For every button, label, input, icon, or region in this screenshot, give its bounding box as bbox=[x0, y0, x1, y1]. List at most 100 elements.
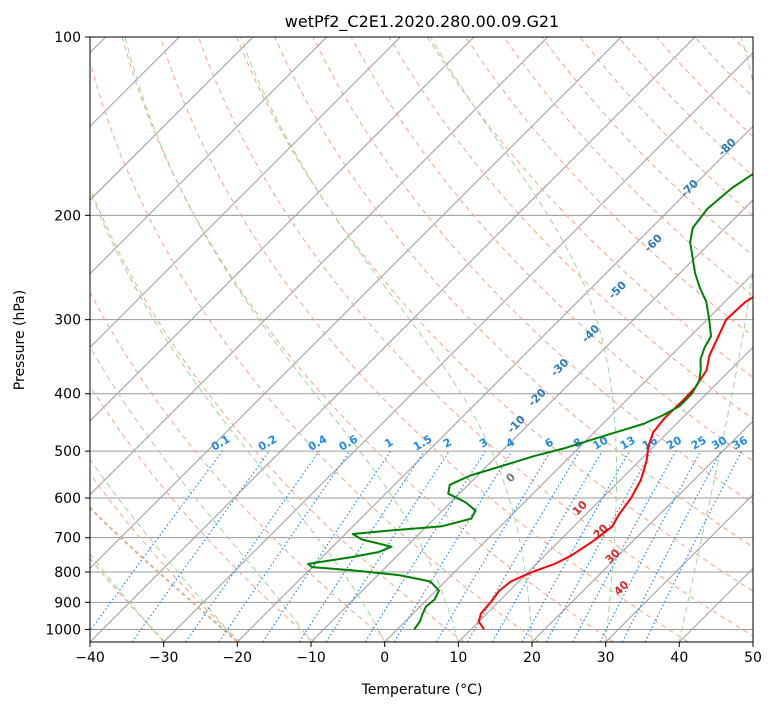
x-tick-label: −20 bbox=[223, 650, 253, 666]
isotherm-line bbox=[90, 37, 475, 422]
y-tick-label: 800 bbox=[54, 565, 81, 581]
isotherm-label: 0 bbox=[503, 470, 518, 485]
dry-adiabat-line bbox=[121, 37, 614, 642]
isotherm-line bbox=[90, 37, 254, 201]
dry-adiabat-line bbox=[465, 37, 753, 337]
isotherm-label: -90 bbox=[753, 90, 775, 113]
dry-adiabat-line bbox=[312, 37, 753, 505]
moist-adiabat-line bbox=[90, 345, 312, 642]
y-axis: 100 200 300 400 500 600 700 800 900 1000 bbox=[45, 30, 90, 638]
dry-adiabat-line bbox=[732, 37, 753, 59]
mixing-ratio-line bbox=[545, 450, 653, 642]
dry-adiabat-line bbox=[655, 37, 753, 138]
dry-adiabat-line bbox=[90, 384, 316, 642]
x-tick-label: −10 bbox=[296, 650, 326, 666]
mixing-ratio-line bbox=[325, 450, 450, 642]
dry-adiabat-line bbox=[90, 59, 540, 642]
isotherm-label: -80 bbox=[715, 135, 738, 158]
isotherm-line bbox=[90, 37, 622, 570]
dry-adiabat-line bbox=[90, 291, 390, 642]
mixing-ratio-label: 1.5 bbox=[411, 433, 434, 454]
isotherm-line bbox=[90, 37, 328, 275]
y-tick-label: 1000 bbox=[45, 622, 81, 638]
mixing-ratio-label: 13 bbox=[618, 434, 638, 453]
background-lines bbox=[90, 37, 775, 642]
mixing-ratio-label: 25 bbox=[689, 434, 709, 453]
mixing-ratio-label: 0.6 bbox=[337, 432, 361, 453]
x-tick-label: −40 bbox=[75, 650, 105, 666]
dry-adiabat-line bbox=[236, 37, 753, 592]
plot-frame bbox=[89, 36, 754, 643]
isotherm-label: -50 bbox=[606, 278, 629, 301]
isotherm-label: -10 bbox=[505, 412, 528, 435]
x-tick-label: 0 bbox=[380, 650, 389, 666]
dry-adiabat-line bbox=[159, 37, 689, 642]
y-tick-label: 400 bbox=[54, 387, 81, 403]
mixing-ratio-line bbox=[572, 450, 677, 642]
mixing-ratio-line bbox=[466, 450, 580, 642]
dry-adiabat-line bbox=[198, 37, 753, 637]
y-tick-label: 100 bbox=[54, 30, 81, 46]
isotherm-label: 20 bbox=[591, 521, 611, 541]
sounding-series bbox=[307, 172, 753, 631]
mixing-ratio-label: 0.1 bbox=[209, 433, 232, 454]
isotherm-line bbox=[163, 51, 753, 642]
dry-adiabat-line bbox=[771, 37, 775, 642]
moist-adiabat-line bbox=[239, 37, 533, 642]
y-tick-label: 600 bbox=[54, 491, 81, 507]
isotherm-label: -20 bbox=[526, 386, 549, 409]
tan-guide-line bbox=[90, 506, 239, 642]
x-tick-label: 40 bbox=[670, 650, 688, 666]
y-tick-label: 200 bbox=[54, 208, 81, 224]
dry-adiabat-line bbox=[90, 557, 166, 642]
mixing-ratio-line bbox=[599, 450, 702, 642]
isotherm-line bbox=[236, 125, 753, 642]
mixing-ratio-line bbox=[185, 450, 320, 642]
isotherm-label: 40 bbox=[611, 578, 631, 598]
x-axis: −40 −30 −20 −10 0 10 20 30 40 50 bbox=[75, 642, 762, 666]
mixing-ratio-line bbox=[644, 450, 743, 642]
mixing-ratio-line bbox=[393, 450, 513, 642]
x-axis-label: Temperature (°C) bbox=[361, 682, 483, 698]
isotherm-line bbox=[752, 641, 753, 642]
isotherm-line bbox=[457, 346, 753, 642]
isotherm-line bbox=[90, 37, 549, 496]
isotherm-line bbox=[90, 37, 696, 642]
isotherm-line bbox=[90, 37, 401, 349]
isotherm-line bbox=[605, 493, 753, 642]
x-tick-label: 30 bbox=[597, 650, 615, 666]
mixing-ratio-line bbox=[298, 450, 425, 642]
isotherm-line bbox=[310, 199, 753, 642]
mixing-ratio-line bbox=[90, 450, 223, 632]
mixing-ratio-line bbox=[218, 450, 351, 642]
isotherm-line bbox=[531, 420, 753, 642]
temperature-line bbox=[477, 296, 753, 631]
dewpoint-line bbox=[307, 172, 753, 631]
isotherm-label: -30 bbox=[548, 356, 571, 379]
mixing-ratio-label: 2 bbox=[441, 436, 454, 451]
isotherm-label: 10 bbox=[570, 498, 590, 518]
mixing-ratio-line bbox=[364, 450, 486, 642]
y-tick-label: 900 bbox=[54, 595, 81, 611]
moist-adiabat-line bbox=[90, 553, 165, 642]
moist-adiabat-line bbox=[124, 37, 459, 642]
moist-adiabat-line bbox=[430, 37, 618, 642]
dry-adiabat-line bbox=[388, 37, 753, 420]
isotherm-label: -70 bbox=[678, 177, 701, 200]
moist-adiabat-line bbox=[90, 458, 238, 642]
mixing-ratio-label: 0.2 bbox=[256, 433, 279, 454]
dry-adiabat-line bbox=[694, 37, 753, 98]
mixing-ratio-label: 1 bbox=[382, 436, 395, 451]
mixing-ratio-line bbox=[262, 450, 392, 642]
mixing-ratio-label: 30 bbox=[709, 433, 729, 452]
chart-title: wetPf2_C2E1.2020.280.00.09.G21 bbox=[285, 12, 559, 32]
moist-adiabat-line bbox=[90, 189, 386, 642]
mixing-ratio-label: 0.4 bbox=[306, 432, 330, 453]
dry-adiabat-line bbox=[90, 186, 465, 642]
mixing-ratio-line bbox=[521, 450, 631, 642]
dry-adiabat-line bbox=[503, 37, 753, 297]
y-axis-label: Pressure (hPa) bbox=[12, 290, 28, 390]
mixing-ratio-label: 36 bbox=[730, 433, 750, 452]
moist-adiabat-line bbox=[678, 37, 753, 642]
mixing-ratio-label: 20 bbox=[664, 433, 684, 452]
